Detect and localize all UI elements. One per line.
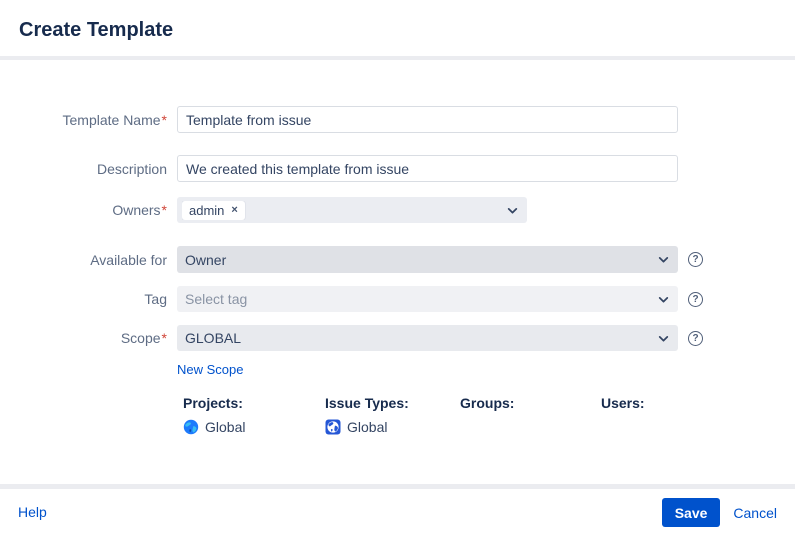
help-icon[interactable]: ? xyxy=(688,291,703,307)
save-button[interactable]: Save xyxy=(661,498,721,527)
available-for-label: Available for xyxy=(18,252,167,268)
required-asterisk: * xyxy=(161,202,167,218)
available-for-select[interactable]: Owner xyxy=(177,246,678,273)
template-name-label-text: Template Name xyxy=(62,111,161,128)
dialog-body: Template Name* Description Owners* admin… xyxy=(0,60,795,489)
cancel-link[interactable]: Cancel xyxy=(733,504,777,521)
new-scope-link[interactable]: New Scope xyxy=(177,362,244,377)
chevron-down-icon xyxy=(657,253,670,266)
tag-row: Tag Select tag ? xyxy=(18,286,777,312)
dialog-header: Create Template xyxy=(0,0,795,60)
description-label: Description xyxy=(18,161,167,177)
tag-label-text: Tag xyxy=(144,291,167,307)
available-for-value: Owner xyxy=(185,251,227,268)
summary-col-groups: Groups: xyxy=(460,395,601,435)
issue-types-global-item: Global xyxy=(325,419,460,435)
required-asterisk: * xyxy=(161,111,167,128)
tag-placeholder: Select tag xyxy=(185,291,248,307)
owners-label: Owners* xyxy=(18,202,167,218)
issue-types-header: Issue Types: xyxy=(325,395,409,411)
template-name-label: Template Name* xyxy=(18,111,168,128)
description-row: Description xyxy=(18,155,777,182)
scope-row: Scope* GLOBAL ? xyxy=(18,325,777,351)
template-name-row: Template Name* xyxy=(18,106,777,133)
scope-select[interactable]: GLOBAL xyxy=(177,325,678,351)
dialog-footer: Help Save Cancel xyxy=(0,489,795,536)
description-label-text: Description xyxy=(96,160,167,177)
owners-row: Owners* admin × xyxy=(18,197,777,223)
chevron-down-icon xyxy=(506,204,519,217)
summary-col-issue-types: Issue Types: Global xyxy=(325,395,460,435)
projects-global-label: Global xyxy=(205,419,246,435)
help-link[interactable]: Help xyxy=(18,503,47,520)
template-name-input[interactable] xyxy=(177,106,678,133)
projects-header: Projects: xyxy=(183,395,243,411)
owner-chip: admin × xyxy=(182,200,245,220)
page-title: Create Template xyxy=(19,19,174,41)
chevron-down-icon xyxy=(657,293,670,306)
owner-chip-text: admin xyxy=(189,202,225,218)
required-asterisk: * xyxy=(161,330,167,346)
new-scope-row: New Scope xyxy=(18,361,777,379)
tag-label: Tag xyxy=(18,291,167,307)
summary-col-users: Users: xyxy=(601,395,777,435)
tag-select[interactable]: Select tag xyxy=(177,286,678,312)
users-header: Users: xyxy=(601,395,645,411)
available-for-row: Available for Owner ? xyxy=(18,246,777,273)
summary-col-projects: Projects: Global xyxy=(183,395,325,435)
available-for-label-text: Available for xyxy=(90,251,167,268)
help-icon[interactable]: ? xyxy=(688,330,703,346)
scope-summary: Projects: Global Issue Types: xyxy=(183,395,777,435)
scope-label: Scope* xyxy=(18,330,167,346)
projects-global-item: Global xyxy=(183,419,325,435)
issue-types-global-label: Global xyxy=(347,419,388,435)
owners-label-text: Owners xyxy=(112,202,161,218)
globe-square-icon xyxy=(325,419,341,435)
groups-header: Groups: xyxy=(460,395,515,411)
chevron-down-icon xyxy=(657,332,670,345)
scope-label-text: Scope xyxy=(120,330,161,346)
owners-select[interactable]: admin × xyxy=(177,197,527,223)
scope-value: GLOBAL xyxy=(185,330,242,346)
globe-circle-icon xyxy=(183,419,199,435)
description-input[interactable] xyxy=(177,155,678,182)
remove-chip-icon[interactable]: × xyxy=(231,203,238,216)
help-icon[interactable]: ? xyxy=(688,252,703,267)
